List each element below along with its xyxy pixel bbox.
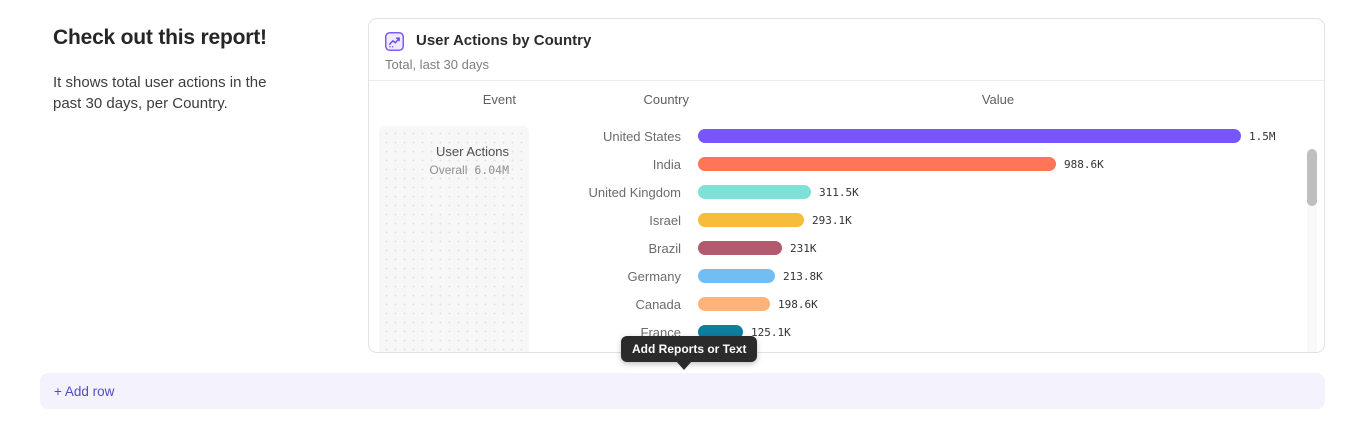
event-name: User Actions <box>436 144 509 159</box>
column-header-country: Country <box>643 92 689 107</box>
chart-row: Canada 198.6K <box>369 290 1304 318</box>
chart-row: Israel 293.1K <box>369 206 1304 234</box>
value-bar[interactable] <box>698 297 770 311</box>
value-bar[interactable] <box>698 129 1241 143</box>
scrollbar-thumb[interactable] <box>1307 149 1317 206</box>
add-row-button[interactable]: + Add row <box>40 373 1325 409</box>
column-header-value: Value <box>981 92 1015 107</box>
report-table: Event Country Value User Actions Overall… <box>369 82 1324 352</box>
intro-heading: Check out this report! <box>53 26 267 49</box>
value-label: 1.5M <box>1249 129 1276 143</box>
tooltip-text: Add Reports or Text <box>621 336 758 362</box>
scrollbar-track[interactable] <box>1307 149 1317 352</box>
country-label: Israel <box>649 212 681 228</box>
text-widget: Check out this report! It shows total us… <box>53 26 303 114</box>
chart-row: United States 1.5M <box>369 122 1304 150</box>
country-label: Germany <box>627 268 681 284</box>
column-header-event: Event <box>482 92 516 107</box>
value-label: 293.1K <box>812 213 852 227</box>
add-row-label: + Add row <box>54 383 115 399</box>
event-cell[interactable]: User Actions Overall 6.04M <box>379 126 529 352</box>
value-label: 213.8K <box>783 269 823 283</box>
country-label: India <box>652 156 681 172</box>
report-card-header: User Actions by Country Total, last 30 d… <box>369 19 1324 81</box>
event-overall: Overall 6.04M <box>379 163 509 177</box>
intro-body: It shows total user actions in the past … <box>53 74 267 112</box>
value-bar[interactable] <box>698 269 775 283</box>
value-bar[interactable] <box>698 157 1056 171</box>
value-label: 198.6K <box>778 297 818 311</box>
report-card[interactable]: User Actions by Country Total, last 30 d… <box>368 18 1325 353</box>
chart-row: Brazil 231K <box>369 234 1304 262</box>
report-subtitle: Total, last 30 days <box>385 57 490 72</box>
country-label: Brazil <box>648 240 681 256</box>
value-label: 311.5K <box>819 185 859 199</box>
value-label: 125.1K <box>751 325 791 339</box>
overall-value: 6.04M <box>474 163 509 177</box>
value-bar[interactable] <box>698 325 743 339</box>
report-title[interactable]: User Actions by Country <box>416 32 592 49</box>
chart-row: France 125.1K <box>369 318 1304 346</box>
country-label: United Kingdom <box>588 184 682 200</box>
value-bar[interactable] <box>698 241 782 255</box>
value-bar[interactable] <box>698 213 804 227</box>
value-label: 231K <box>790 241 817 255</box>
overall-label: Overall <box>429 163 468 177</box>
value-bar[interactable] <box>698 185 811 199</box>
tooltip-arrow-icon <box>676 361 692 370</box>
country-label: France <box>640 324 681 340</box>
chart-row: Germany 213.8K <box>369 262 1304 290</box>
country-label: Canada <box>635 296 681 312</box>
tooltip: Add Reports or Text <box>621 336 758 370</box>
line-chart-icon <box>385 32 404 51</box>
value-label: 988.6K <box>1064 157 1104 171</box>
chart-rows: United States 1.5M India 988.6K United Kingd… <box>369 122 1304 346</box>
chart-row: India 988.6K <box>369 150 1304 178</box>
country-label: United States <box>602 128 681 144</box>
chart-row: United Kingdom 311.5K <box>369 178 1304 206</box>
